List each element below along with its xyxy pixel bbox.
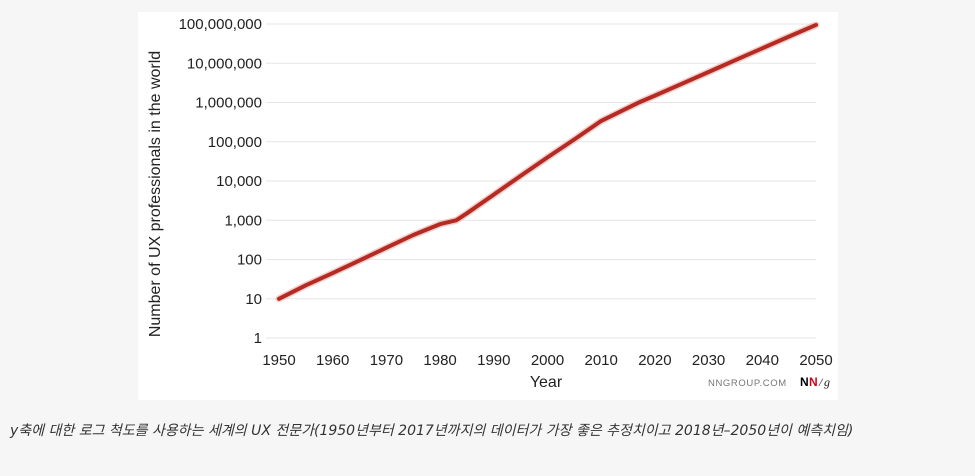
y-tick-label: 1,000,000: [195, 95, 262, 112]
data-point: [681, 83, 683, 85]
x-tick-label: 1970: [370, 352, 403, 369]
nng-logo: N N / g: [800, 375, 830, 389]
figure-caption: y축에 대한 로그 척도를 사용하는 세계의 UX 전문가(1950년부터 20…: [10, 423, 854, 439]
data-point: [466, 212, 468, 214]
x-axis-title: Year: [530, 374, 563, 391]
x-tick-label: 2000: [531, 352, 564, 369]
ux-professionals-chart: 1 10 100 1,000 10,000 100,000 1,000,000 10,000,…: [147, 16, 833, 391]
data-point: [332, 272, 334, 274]
data-point: [708, 71, 710, 73]
data-point: [385, 247, 387, 249]
y-tick-label: 100,000: [208, 134, 262, 151]
data-point: [600, 120, 602, 122]
logo-letter-g: g: [824, 375, 830, 389]
series-line: [277, 22, 818, 301]
data-point: [412, 234, 414, 236]
logo-letter-n2: N: [809, 375, 818, 389]
chart-card: 1 10 100 1,000 10,000 100,000 1,000,000 10,000,…: [138, 12, 838, 400]
source-credit: NNGROUP.COM: [708, 378, 787, 389]
y-tick-label: 100: [237, 252, 262, 269]
series-line-halo: [275, 21, 820, 303]
x-tick-label: 1980: [423, 352, 456, 369]
x-tick-label: 2050: [799, 352, 832, 369]
y-tick-label: 10: [245, 291, 262, 308]
x-tick-label: 2030: [692, 352, 725, 369]
data-point: [278, 298, 280, 300]
x-tick-label: 1960: [316, 352, 349, 369]
y-tick-label: 10,000: [216, 173, 262, 190]
x-tick-label: 2010: [585, 352, 618, 369]
y-tick-label: 10,000,000: [187, 55, 262, 72]
data-point: [358, 259, 361, 261]
data-point: [638, 101, 640, 104]
data-point: [520, 175, 522, 177]
data-point: [815, 24, 817, 26]
data-point: [654, 94, 656, 97]
x-tick-label: 1990: [477, 352, 510, 369]
y-tick-labels: 1 10 100 1,000 10,000 100,000 1,000,000 10,000,…: [179, 16, 262, 347]
data-point: [546, 156, 549, 158]
data-point: [573, 138, 575, 140]
y-tick-label: 1,000: [224, 212, 262, 229]
series-group: [275, 21, 820, 303]
y-tick-label: 1: [254, 330, 262, 347]
y-axis-title: Number of UX professionals in the world: [147, 51, 164, 337]
gridlines: [266, 23, 816, 339]
logo-slash: /: [818, 375, 824, 389]
y-tick-label: 100,000,000: [179, 16, 262, 33]
x-tick-label: 2040: [746, 352, 779, 369]
x-tick-labels: 1950 1960 1970 1980 1990 2000 2010 2020 2030 2040…: [262, 352, 832, 369]
data-point: [439, 223, 441, 225]
logo-letter-n1: N: [800, 375, 809, 389]
data-point: [493, 194, 495, 196]
x-tick-label: 1950: [262, 352, 295, 369]
data-point: [734, 59, 737, 61]
data-point: [455, 219, 457, 221]
data-point: [761, 47, 763, 49]
data-point: [305, 284, 307, 286]
x-tick-label: 2020: [638, 352, 671, 369]
data-point: [788, 35, 790, 38]
